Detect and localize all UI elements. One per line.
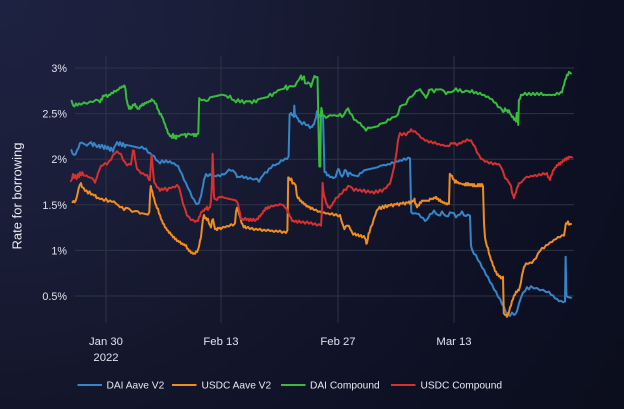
svg-text:USDC Aave V2: USDC Aave V2 <box>202 381 272 392</box>
svg-text:0.5%: 0.5% <box>42 291 67 303</box>
svg-text:Rate for borrowing: Rate for borrowing <box>10 143 25 250</box>
svg-text:Jan 30: Jan 30 <box>89 336 123 348</box>
svg-text:DAI Aave V2: DAI Aave V2 <box>107 381 165 392</box>
svg-text:DAI Compound: DAI Compound <box>310 381 380 392</box>
svg-text:USDC Compound: USDC Compound <box>421 381 503 392</box>
svg-text:3%: 3% <box>51 63 67 75</box>
svg-text:1%: 1% <box>51 245 67 257</box>
svg-text:Feb 13: Feb 13 <box>203 336 238 348</box>
svg-text:1.5%: 1.5% <box>42 200 67 212</box>
svg-text:2.5%: 2.5% <box>42 109 67 121</box>
svg-text:2022: 2022 <box>93 352 118 364</box>
svg-text:Feb 27: Feb 27 <box>320 336 355 348</box>
svg-text:2%: 2% <box>51 154 67 166</box>
svg-text:Mar 13: Mar 13 <box>436 336 471 348</box>
